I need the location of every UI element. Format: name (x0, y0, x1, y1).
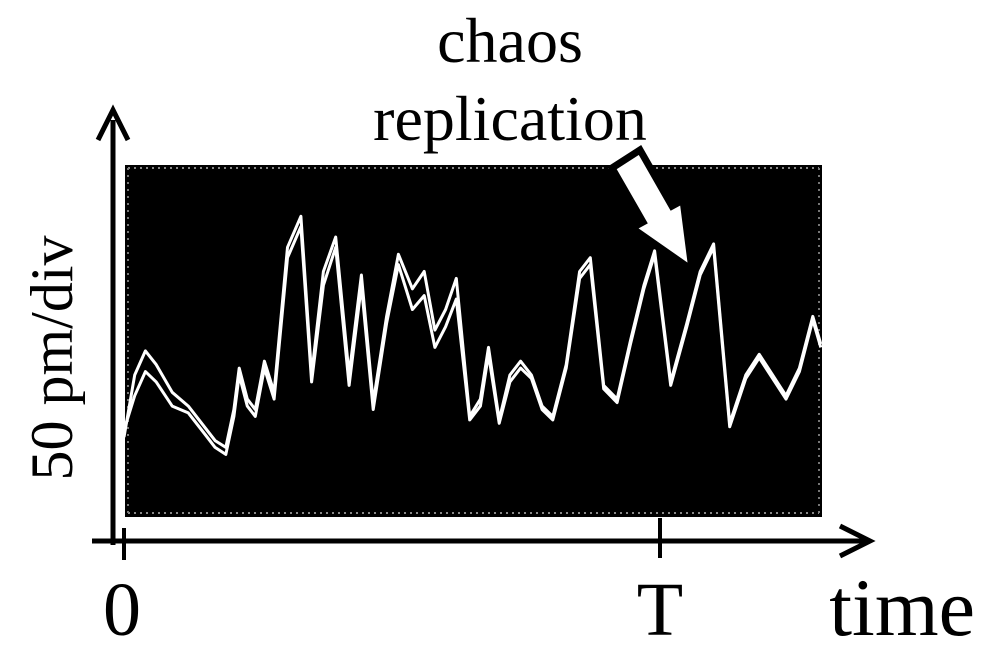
trace-layer (122, 214, 823, 456)
x-tick-label-0: 0 (103, 568, 141, 652)
trace-series-2 (122, 225, 823, 456)
y-axis-label: 50 pm/div (19, 235, 85, 480)
y-axis-arrowhead (95, 104, 131, 142)
x-axis-label: time (829, 562, 975, 653)
x-axis-arrowhead (838, 523, 876, 559)
annotation-line-1: chaos (437, 5, 583, 76)
annotation-arrow (607, 145, 697, 278)
annotation-line-2: replication (373, 83, 647, 154)
scope-screen (125, 165, 822, 517)
x-tick-label-T: T (637, 568, 683, 652)
